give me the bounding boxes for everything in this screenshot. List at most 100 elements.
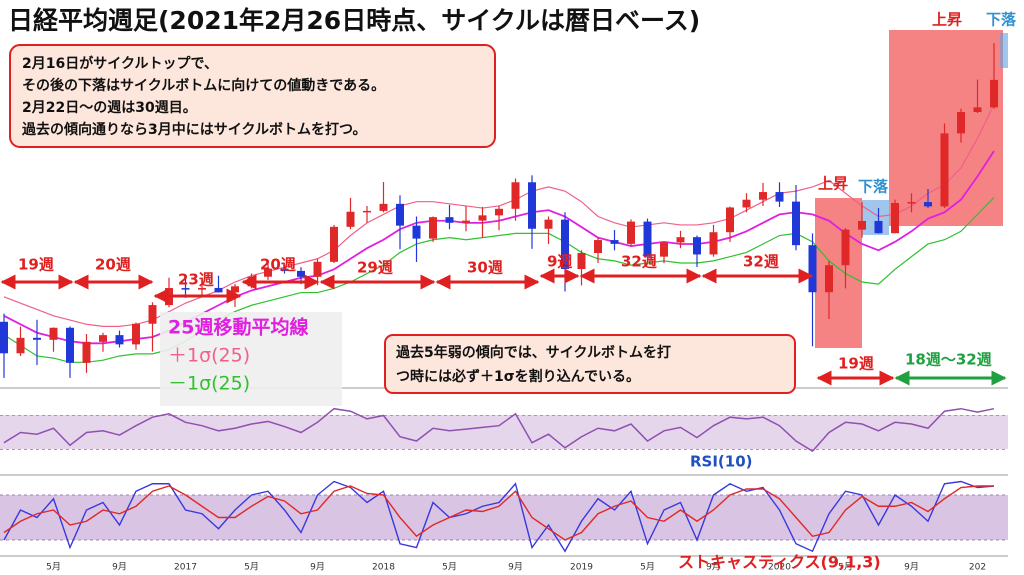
candle-body bbox=[82, 341, 91, 363]
candle-body bbox=[429, 217, 437, 239]
x-tick-label: 9月 bbox=[706, 562, 721, 573]
candle-body bbox=[940, 133, 949, 207]
period-label: 18週〜32週 bbox=[905, 351, 992, 369]
period-label: 19週 bbox=[838, 355, 874, 373]
candle-body bbox=[148, 305, 157, 324]
candle-body bbox=[742, 199, 751, 208]
note: つ時には必ず＋1σを割り込んでいる。 bbox=[396, 368, 640, 385]
candle-body bbox=[132, 323, 140, 345]
candle-body bbox=[594, 240, 602, 253]
candle-body bbox=[577, 252, 586, 270]
candle-body bbox=[379, 203, 388, 211]
period-label: 23週 bbox=[178, 271, 214, 289]
candle-body bbox=[759, 192, 767, 200]
period-label: 9週 bbox=[547, 253, 572, 271]
note: 過去5年弱の傾向では、サイクルボトムを打 bbox=[395, 344, 671, 361]
candle-body bbox=[610, 240, 619, 244]
period-label: 30週 bbox=[467, 259, 503, 277]
candle-body bbox=[0, 321, 8, 354]
note-box bbox=[9, 44, 496, 148]
rise-zone bbox=[815, 198, 862, 348]
phase-label: 上昇 bbox=[818, 175, 848, 193]
x-tick-label: 5月 bbox=[838, 562, 853, 573]
candle-body bbox=[297, 270, 305, 277]
candle-body bbox=[66, 327, 74, 363]
candle-body bbox=[643, 221, 652, 257]
indicators bbox=[0, 407, 1008, 553]
x-tick-label: 5月 bbox=[244, 562, 259, 573]
candle-body bbox=[561, 219, 569, 270]
x-tick-label: 9月 bbox=[904, 562, 919, 573]
phase-label: 下落 bbox=[858, 178, 889, 196]
note-box bbox=[384, 334, 796, 394]
candle-body bbox=[33, 337, 41, 340]
note: その後の下落はサイクルボトムに向けての値動きである。 bbox=[22, 77, 385, 94]
rsi-label: RSI(10) bbox=[690, 453, 753, 471]
candle-body bbox=[676, 237, 685, 243]
candle-body bbox=[973, 107, 982, 113]
x-tick-label: 2017 bbox=[174, 563, 197, 573]
legend bbox=[160, 312, 342, 406]
note: 2月16日がサイクルトップで、 bbox=[22, 55, 218, 72]
fall-zone bbox=[1000, 33, 1008, 68]
candle-body bbox=[858, 220, 866, 230]
candle-body bbox=[693, 237, 701, 255]
candle-body bbox=[907, 202, 916, 204]
candle-body bbox=[891, 202, 899, 234]
candle-body bbox=[280, 268, 289, 271]
candle-body bbox=[841, 229, 850, 266]
x-tick-label: 5月 bbox=[46, 562, 61, 573]
candle-body bbox=[924, 202, 932, 207]
candle-body bbox=[16, 337, 25, 354]
x-tick-label: 2020 bbox=[768, 563, 791, 573]
candle-body bbox=[544, 219, 553, 229]
candle-body bbox=[49, 327, 58, 340]
x-tick-label: 5月 bbox=[442, 562, 457, 573]
candle-body bbox=[363, 210, 371, 213]
x-tick-label: 9月 bbox=[310, 562, 325, 573]
candle-body bbox=[627, 221, 635, 244]
candle-body bbox=[264, 268, 272, 277]
candle-body bbox=[445, 217, 454, 223]
candle-body bbox=[874, 220, 883, 234]
stoch-d-line bbox=[3, 485, 994, 541]
candle-body bbox=[792, 201, 800, 246]
candle-body bbox=[99, 335, 107, 342]
chart-title: 日経平均週足(2021年2月26日時点、サイクルは暦日ベース) bbox=[8, 6, 700, 35]
price-plot bbox=[0, 42, 998, 378]
candle-body bbox=[808, 245, 817, 293]
period-label: 32週 bbox=[621, 253, 657, 271]
candle-body bbox=[313, 261, 322, 277]
candle-body bbox=[726, 207, 734, 233]
period-label: 20週 bbox=[95, 256, 131, 274]
candle-body bbox=[511, 182, 520, 209]
x-tick-label: 9月 bbox=[112, 562, 127, 573]
candle-body bbox=[346, 211, 355, 227]
stoch-label: ストキャスティクス(9,1,3) bbox=[678, 553, 881, 572]
candle-body bbox=[709, 232, 718, 255]
rsi-line bbox=[3, 407, 995, 453]
candle-body bbox=[775, 192, 784, 202]
candle-body bbox=[396, 203, 404, 226]
period-label: 32週 bbox=[743, 253, 779, 271]
legend-entry: ＋1σ(25) bbox=[168, 345, 250, 367]
note: 過去の傾向通りなら3月中にはサイクルボトムを打つ。 bbox=[21, 121, 366, 138]
note: 2月22日〜の週は30週目。 bbox=[22, 100, 197, 116]
x-tick-label: 9月 bbox=[508, 562, 523, 573]
phase-label: 下落 bbox=[986, 11, 1017, 29]
period-label: 20週 bbox=[260, 256, 296, 274]
band-line bbox=[3, 104, 995, 327]
x-tick-label: 2019 bbox=[570, 563, 593, 573]
candle-body bbox=[231, 286, 239, 293]
candle-body bbox=[115, 335, 124, 345]
candle-body bbox=[660, 242, 668, 257]
x-tick-label: 2018 bbox=[372, 563, 395, 573]
candle-body bbox=[330, 226, 338, 262]
candle-body bbox=[412, 225, 421, 239]
candle-body bbox=[825, 265, 833, 293]
stoch-k-line bbox=[3, 480, 995, 553]
candle-body bbox=[495, 208, 503, 216]
legend-entry: 25週移動平均線 bbox=[168, 316, 308, 339]
candle-body bbox=[990, 79, 998, 108]
